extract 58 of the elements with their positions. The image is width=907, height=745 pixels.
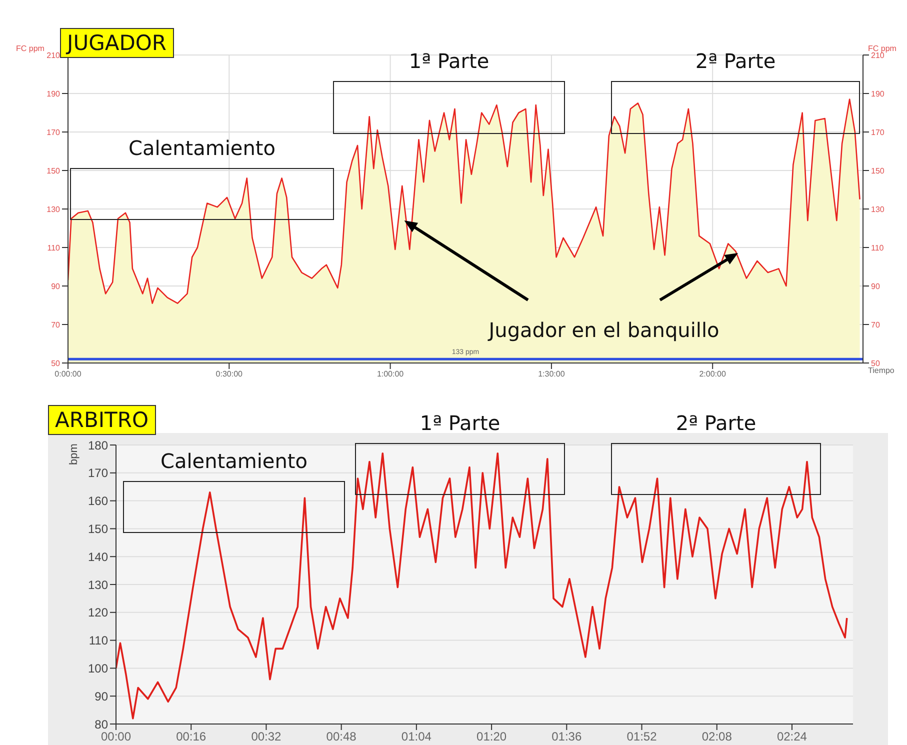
y-tick-label: 180 bbox=[88, 438, 108, 452]
y-tick-label: 150 bbox=[46, 166, 61, 176]
annotation: Calentamiento bbox=[160, 449, 308, 473]
annotation: 1ª Parte bbox=[408, 49, 490, 73]
x-tick-label: 0:00:00 bbox=[54, 370, 82, 379]
y-tick-label: 170 bbox=[88, 466, 108, 480]
y-axis-title: bpm bbox=[68, 444, 80, 465]
y2-tick-label: 50 bbox=[871, 358, 880, 368]
y-tick-label: 90 bbox=[51, 282, 61, 291]
x-axis-title: Tiempo bbox=[868, 366, 894, 375]
x-tick-label: 00:00 bbox=[100, 730, 132, 744]
y2-tick-label: 190 bbox=[871, 89, 885, 98]
x-tick-label: 1:00:00 bbox=[376, 370, 404, 379]
y-tick-label: 190 bbox=[46, 89, 61, 98]
y-tick-label: 140 bbox=[88, 550, 108, 564]
y-tick-label: 80 bbox=[94, 717, 108, 732]
y2-tick-label: 150 bbox=[871, 166, 885, 176]
x-tick-label: 1:30:00 bbox=[538, 370, 566, 379]
line-series bbox=[116, 452, 848, 720]
y2-tick-label: 170 bbox=[871, 128, 885, 137]
annotation: Calentamiento bbox=[128, 136, 276, 160]
chart-title: JUGADOR bbox=[60, 28, 174, 58]
chart-title: ARBITRO bbox=[48, 405, 156, 435]
annotation: Jugador en el banquillo bbox=[488, 318, 720, 342]
y-tick-label: 50 bbox=[51, 358, 61, 368]
x-tick-label: 00:48 bbox=[326, 730, 357, 744]
y-tick-label: 70 bbox=[51, 320, 61, 330]
x-tick-label: 00:32 bbox=[251, 730, 282, 744]
y2-axis-title: FC ppm bbox=[868, 44, 896, 53]
y2-tick-label: 90 bbox=[871, 282, 880, 291]
y-tick-label: 210 bbox=[46, 50, 61, 60]
x-tick-label: 02:08 bbox=[702, 730, 732, 744]
y-tick-label: 170 bbox=[46, 128, 61, 137]
annotation: 2ª Parte bbox=[695, 49, 776, 73]
y-tick-label: 160 bbox=[88, 494, 108, 508]
y-tick-label: 110 bbox=[47, 243, 61, 252]
y2-tick-label: 70 bbox=[871, 320, 880, 330]
y2-tick-label: 110 bbox=[871, 243, 884, 252]
text: 1ª Parte bbox=[420, 411, 500, 435]
x-tick-label: 01:36 bbox=[552, 730, 582, 744]
text: 2ª Parte bbox=[676, 411, 756, 435]
y2-tick-label: 210 bbox=[871, 50, 885, 60]
y2-tick-label: 130 bbox=[871, 204, 885, 214]
y-tick-label: 100 bbox=[88, 661, 108, 676]
x-tick-label: 01:04 bbox=[401, 730, 432, 744]
y-tick-label: 110 bbox=[88, 634, 108, 648]
y-tick-label: 130 bbox=[88, 578, 108, 592]
x-tick-label: 0:30:00 bbox=[216, 370, 244, 379]
x-tick-label: 01:20 bbox=[476, 730, 507, 744]
x-tick-label: 2:00:00 bbox=[699, 370, 726, 379]
x-tick-label: 00:16 bbox=[176, 730, 206, 744]
x-tick-label: 02:24 bbox=[776, 730, 808, 744]
x-tick-label: 01:52 bbox=[626, 730, 658, 744]
y-tick-label: 90 bbox=[94, 689, 108, 704]
y-axis-title: FC ppm bbox=[16, 44, 44, 53]
y-tick-label: 130 bbox=[46, 204, 61, 214]
y-tick-label: 120 bbox=[88, 606, 108, 620]
y-tick-label: 150 bbox=[88, 522, 108, 536]
